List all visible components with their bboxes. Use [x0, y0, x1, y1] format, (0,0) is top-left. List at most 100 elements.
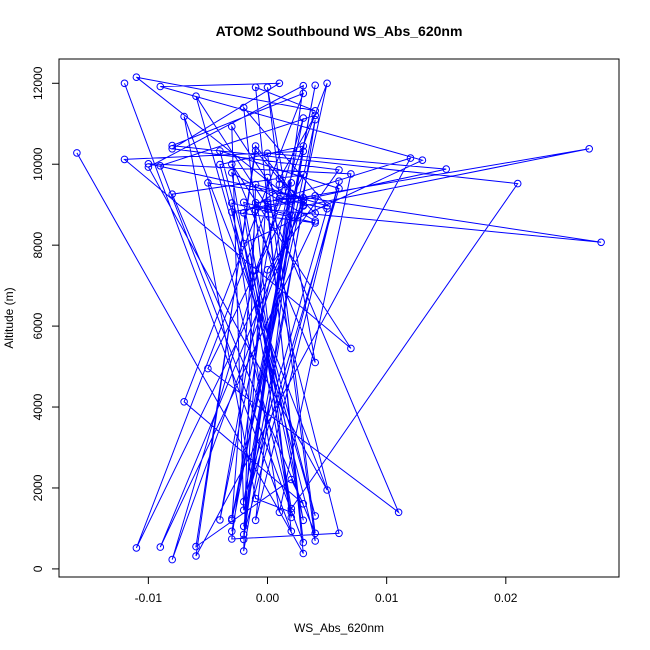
x-tick-label: 0.02 [494, 591, 518, 605]
y-tick-label: 10000 [31, 147, 45, 181]
data-point [275, 508, 284, 517]
data-point [347, 170, 355, 178]
data-point [204, 364, 212, 373]
data-point [228, 160, 236, 168]
data-point [287, 527, 296, 536]
data-point [287, 179, 296, 187]
data-point [287, 211, 296, 220]
data-point [263, 202, 272, 211]
data-point [251, 266, 260, 275]
data-point [394, 508, 403, 517]
data-point [192, 542, 200, 551]
data-point [228, 514, 236, 523]
data-point [311, 358, 320, 367]
data-point [323, 486, 331, 494]
data-point [251, 206, 260, 214]
data-point [239, 530, 248, 539]
data-point [192, 552, 200, 560]
y-axis-label: Altitude (m) [2, 287, 16, 348]
x-axis: -0.01 0.00 0.01 0.02 [135, 576, 518, 605]
data-point [418, 156, 427, 164]
series-line [76, 76, 602, 560]
data-point [239, 497, 248, 506]
y-tick-label: 0 [31, 565, 45, 572]
data-point [251, 494, 260, 503]
data-point [335, 166, 343, 174]
data-point [120, 155, 129, 164]
data-point [239, 209, 248, 217]
y-axis: 0 2000 4000 6000 8000 10000 12000 [31, 66, 60, 572]
data-point [299, 516, 308, 525]
data-point [251, 198, 260, 207]
data-point [216, 516, 224, 524]
data-point [156, 543, 165, 551]
data-point [287, 504, 296, 513]
data-point [299, 89, 308, 98]
data-point [251, 83, 260, 92]
data-point [144, 160, 153, 168]
x-tick-label: 0.00 [256, 591, 280, 605]
data-point [513, 179, 522, 188]
x-axis-label: WS_Abs_620nm [294, 621, 384, 635]
data-point [287, 475, 296, 484]
chart-title: ATOM2 Southbound WS_Abs_620nm [216, 23, 463, 39]
data-point [299, 500, 308, 508]
data-point [311, 219, 320, 227]
data-point [239, 198, 248, 207]
data-point [299, 170, 308, 179]
data-point [311, 217, 320, 225]
data-point [168, 145, 176, 153]
data-point [335, 184, 343, 193]
data-point [120, 79, 129, 88]
data-point [299, 194, 308, 202]
data-point [275, 79, 284, 88]
data-point [299, 142, 308, 150]
data-point [275, 175, 284, 183]
data-point [323, 202, 331, 210]
data-point [228, 199, 236, 207]
data-point [144, 163, 153, 171]
data-point [228, 527, 236, 536]
data-point [311, 107, 320, 115]
data-point [239, 239, 248, 248]
data-point [251, 516, 260, 525]
data-point [251, 180, 260, 189]
data-point [299, 81, 308, 90]
data-point [335, 177, 343, 185]
data-point [228, 168, 236, 177]
series-lines [76, 76, 602, 560]
data-point [216, 147, 224, 155]
data-point [311, 111, 320, 120]
data-point [239, 103, 248, 112]
data-point [263, 173, 272, 182]
data-point [299, 147, 308, 156]
data-point [597, 238, 605, 247]
data-point [287, 189, 296, 198]
data-point [299, 538, 308, 547]
data-point [216, 160, 224, 169]
data-point [275, 194, 284, 203]
data-point [132, 544, 141, 552]
y-tick-label: 8000 [31, 231, 45, 258]
data-point [156, 162, 165, 170]
data-point [263, 83, 272, 92]
data-point [323, 79, 331, 88]
data-point [299, 114, 308, 122]
data-point [335, 529, 343, 538]
data-point [251, 142, 260, 150]
data-point [263, 198, 272, 207]
data-point [251, 146, 260, 155]
data-point [263, 149, 272, 158]
x-tick-label: 0.01 [375, 591, 399, 605]
data-point [311, 512, 320, 520]
data-point [168, 141, 176, 150]
series-points [73, 73, 605, 564]
data-point [228, 122, 236, 131]
data-point [287, 508, 296, 517]
data-point [228, 208, 236, 216]
data-point [299, 549, 308, 558]
data-point [311, 81, 320, 90]
y-tick-label: 4000 [31, 393, 45, 420]
data-point [263, 266, 272, 274]
